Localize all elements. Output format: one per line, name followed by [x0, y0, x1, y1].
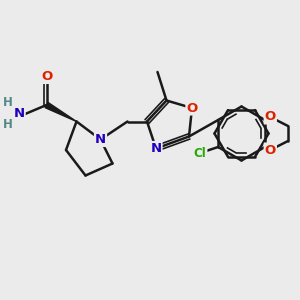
- Text: Cl: Cl: [194, 146, 206, 160]
- Text: N: N: [14, 107, 25, 120]
- Polygon shape: [45, 102, 76, 122]
- Text: O: O: [265, 143, 276, 157]
- Text: N: N: [95, 133, 106, 146]
- Text: O: O: [265, 110, 276, 124]
- Text: N: N: [150, 142, 162, 155]
- Text: H: H: [3, 118, 12, 131]
- Text: H: H: [3, 95, 12, 109]
- Text: O: O: [186, 101, 198, 115]
- Text: O: O: [41, 70, 52, 83]
